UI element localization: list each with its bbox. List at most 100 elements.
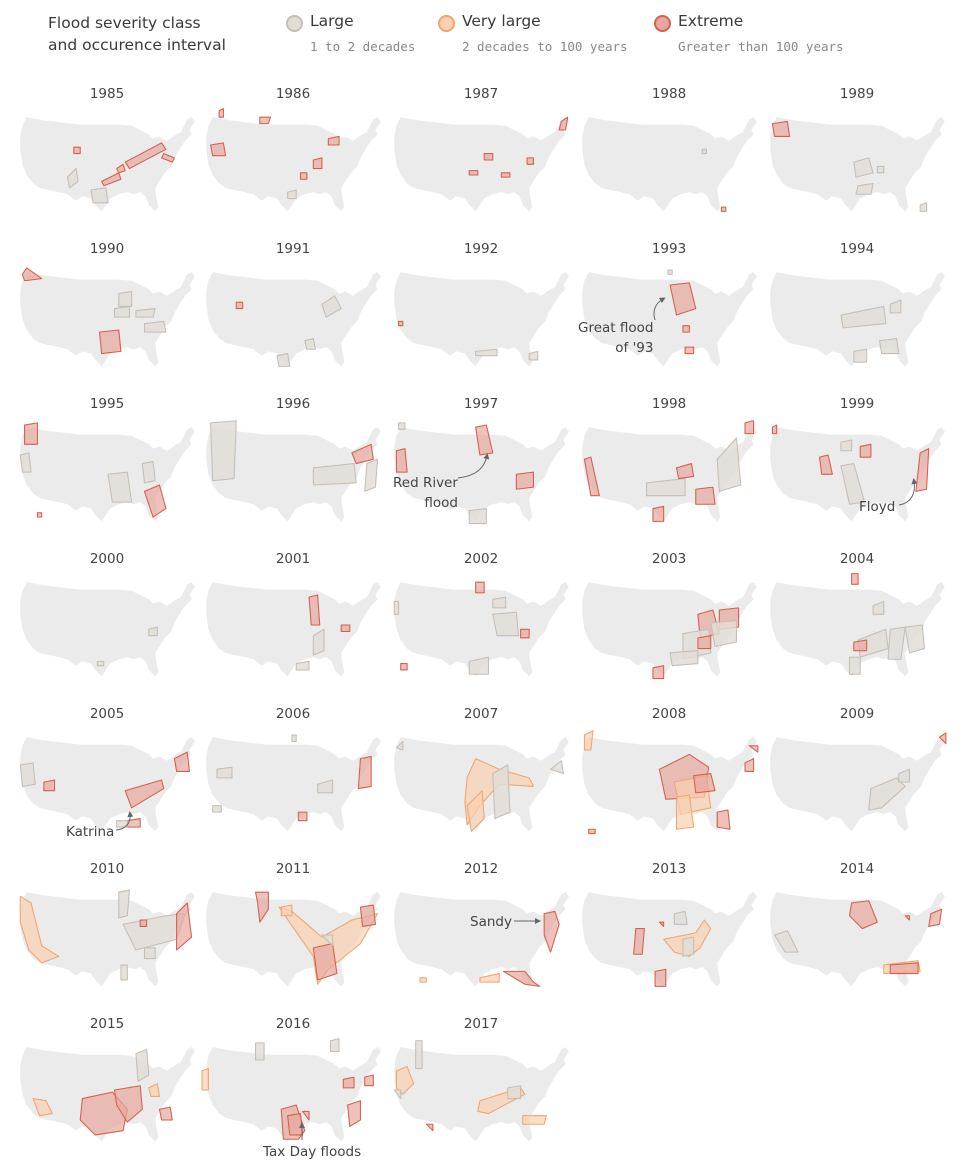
flood-area-large <box>669 650 699 667</box>
legend-label-very-large: Very large <box>462 12 541 30</box>
flood-area-extreme <box>526 157 534 165</box>
flood-area-extreme <box>684 346 695 355</box>
us-map-2003 <box>582 582 757 680</box>
map-year-label: 1986 <box>275 86 311 102</box>
map-tile-2010: 2010 <box>16 855 198 1005</box>
annotation-great-flood: Great flood of '93 <box>578 318 653 358</box>
flood-area-very-large <box>32 1098 53 1117</box>
flood-area-very-large <box>148 1083 160 1097</box>
map-year-label: 1996 <box>275 396 311 412</box>
flood-area-extreme <box>475 424 494 456</box>
flood-area-large <box>673 910 688 925</box>
flood-area-extreme <box>124 779 165 809</box>
us-landmass <box>20 272 195 367</box>
us-map-1986 <box>206 108 381 212</box>
us-landmass <box>20 582 195 677</box>
flood-area-large <box>393 1089 402 1100</box>
flood-area-extreme <box>351 443 374 465</box>
map-year-label: 1997 <box>463 396 499 412</box>
map-year-label: 2000 <box>89 551 125 567</box>
map-tile-1999: 1999 <box>766 390 948 540</box>
flood-area-extreme <box>308 594 321 626</box>
annotation-red-river-line2: flood <box>424 495 458 511</box>
us-landmass <box>20 892 195 987</box>
flood-area-extreme <box>340 624 351 632</box>
flood-area-large <box>143 947 156 960</box>
map-tile-1986: 1986 <box>202 80 384 230</box>
map-year-label: 2016 <box>275 1016 311 1032</box>
legend-label-large: Large <box>310 12 354 30</box>
flood-area-large <box>317 779 334 794</box>
flood-area-extreme <box>101 172 122 187</box>
flood-area-large <box>143 320 167 333</box>
map-year-label: 2009 <box>839 706 875 722</box>
flood-area-large <box>216 766 233 779</box>
annotation-katrina: Katrina <box>66 824 115 840</box>
map-year-label: 2014 <box>839 861 875 877</box>
flood-area-extreme <box>697 635 712 650</box>
annotation-red-river: Red River flood <box>393 473 458 513</box>
map-tile-1997: 1997 <box>390 390 572 540</box>
us-landmass <box>394 117 569 212</box>
flood-area-extreme <box>395 448 408 473</box>
map-tile-2005: 2005 <box>16 700 198 850</box>
flood-area-large <box>468 508 487 525</box>
flood-area-very-large <box>395 1065 415 1095</box>
us-map-2001 <box>206 582 381 677</box>
flood-area-very-large <box>522 1115 547 1125</box>
map-year-label: 1990 <box>89 241 125 257</box>
flood-area-extreme <box>143 484 167 518</box>
map-tile-2008: 2008 <box>578 700 760 850</box>
map-year-label: 2005 <box>89 706 125 722</box>
us-landmass <box>582 582 757 677</box>
map-tile-1995: 1995 <box>16 390 198 540</box>
flood-area-extreme <box>848 900 878 930</box>
map-year-label: 1985 <box>89 86 125 102</box>
flood-area-extreme <box>218 108 224 118</box>
flood-area-extreme <box>342 1076 355 1089</box>
flood-area-extreme <box>652 505 665 522</box>
flood-area-large <box>291 734 297 742</box>
flood-area-extreme <box>669 282 697 316</box>
flood-area-large <box>113 305 131 318</box>
flood-area-extreme <box>359 904 376 927</box>
flood-area-large <box>276 353 291 367</box>
flood-area-large <box>304 338 317 350</box>
flood-area-extreme <box>654 968 667 987</box>
map-year-label: 2012 <box>463 861 499 877</box>
flood-area-extreme <box>161 153 175 163</box>
us-map-1987 <box>394 116 569 212</box>
flood-area-very-large <box>419 977 427 983</box>
flood-area-extreme <box>210 142 227 157</box>
flood-area-large <box>848 656 861 675</box>
flood-area-large <box>701 148 708 155</box>
flood-area-large <box>710 620 737 647</box>
us-landmass <box>206 737 381 832</box>
map-tile-2004: 2004 <box>766 545 948 695</box>
us-map-2002 <box>393 581 569 677</box>
flood-area-extreme <box>287 1113 304 1136</box>
flood-area-large <box>120 964 128 981</box>
flood-area-extreme <box>327 135 340 146</box>
flood-area-extreme <box>254 891 269 923</box>
legend: Flood severity class and occurence inter… <box>0 0 966 70</box>
flood-area-large <box>840 463 866 505</box>
flood-area-extreme <box>543 910 560 953</box>
large-swatch-icon <box>286 15 303 32</box>
flood-area-extreme <box>682 325 690 333</box>
flood-area-extreme <box>904 915 910 921</box>
map-year-label: 2015 <box>89 1016 125 1032</box>
map-year-label: 2001 <box>275 551 311 567</box>
annotation-great-flood-line2: of '93 <box>615 340 654 356</box>
flood-area-large <box>395 740 404 751</box>
flood-area-large <box>329 1038 340 1052</box>
flood-area-extreme <box>259 116 272 125</box>
flood-area-large <box>148 626 158 637</box>
flood-area-large <box>868 777 906 811</box>
flood-area-large <box>898 768 910 783</box>
flood-area-extreme <box>658 921 665 927</box>
flood-area-extreme <box>502 970 541 987</box>
flood-area-large <box>393 600 400 615</box>
us-map-2006 <box>206 734 381 832</box>
flood-area-large <box>312 463 357 486</box>
